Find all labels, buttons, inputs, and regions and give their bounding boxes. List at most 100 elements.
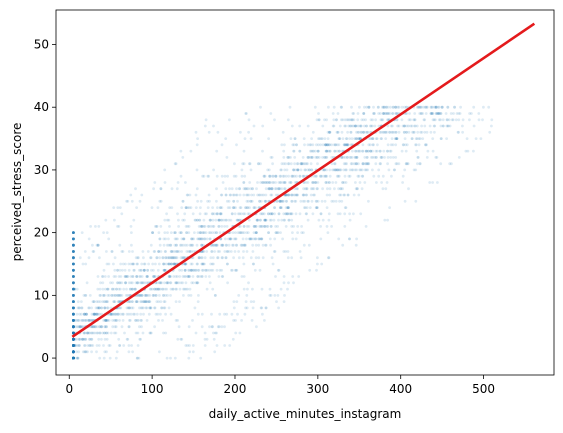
scatter-point (216, 212, 219, 216)
scatter-point (350, 162, 354, 166)
scatter-point (274, 187, 278, 191)
scatter-point (151, 294, 155, 297)
scatter-point (342, 193, 346, 197)
scatter-point (311, 149, 315, 153)
scatter-point (173, 262, 177, 266)
scatter-point (85, 312, 88, 316)
scatter-point (234, 331, 238, 335)
scatter-point (88, 331, 91, 335)
scatter-point (191, 243, 195, 247)
scatter-point (451, 118, 455, 122)
scatter-point (236, 312, 239, 316)
scatter-point (362, 130, 365, 134)
scatter-point (72, 350, 75, 354)
scatter-point (242, 149, 246, 153)
scatter-point (168, 281, 172, 285)
scatter-point (274, 225, 277, 228)
scatter-point (311, 181, 315, 184)
scatter-point (237, 256, 241, 260)
scatter-point (135, 275, 139, 278)
scatter-point (324, 174, 328, 178)
scatter-point (298, 250, 302, 253)
scatter-point (95, 312, 98, 316)
scatter-point (407, 130, 411, 134)
scatter-point (394, 105, 397, 109)
scatter-point (288, 105, 292, 109)
scatter-point (174, 162, 178, 166)
scatter-point (72, 356, 75, 360)
scatter-point (419, 105, 423, 109)
scatter-point (304, 206, 307, 210)
scatter-point (358, 137, 362, 141)
scatter-point (92, 325, 96, 329)
scatter-point (179, 243, 182, 247)
scatter-point (167, 262, 170, 266)
scatter-point (72, 237, 75, 241)
scatter-point (169, 294, 172, 297)
scatter-point (72, 294, 75, 297)
scatter-point (274, 174, 277, 178)
scatter-point (327, 105, 330, 109)
scatter-point (92, 325, 95, 329)
scatter-point (431, 118, 435, 122)
scatter-point (339, 187, 343, 191)
scatter-point (72, 281, 75, 285)
scatter-point (310, 168, 313, 172)
scatter-point (337, 187, 340, 191)
scatter-point (192, 268, 196, 272)
scatter-point (284, 212, 288, 216)
scatter-point (72, 237, 75, 241)
scatter-point (192, 237, 196, 241)
scatter-point (136, 281, 140, 285)
scatter-point (212, 262, 215, 266)
scatter-point (183, 262, 187, 266)
scatter-point (200, 275, 204, 278)
scatter-point (196, 312, 200, 316)
scatter-point (290, 193, 294, 197)
scatter-point (72, 306, 75, 310)
scatter-point (220, 268, 224, 272)
scatter-point (205, 287, 209, 291)
scatter-point (199, 199, 203, 203)
scatter-point (191, 350, 195, 354)
scatter-point (343, 193, 346, 197)
scatter-point (309, 149, 312, 153)
y-axis-label: perceived_stress_score (10, 123, 24, 262)
scatter-point (264, 243, 267, 247)
scatter-point (163, 250, 167, 253)
scatter-point (169, 243, 173, 247)
scatter-point (234, 174, 238, 178)
scatter-point (146, 281, 150, 285)
scatter-point (287, 193, 291, 197)
scatter-point (127, 319, 131, 322)
scatter-point (142, 300, 146, 303)
scatter-point (208, 237, 212, 241)
scatter-point (72, 337, 75, 341)
scatter-point (285, 168, 289, 172)
scatter-point (453, 105, 456, 109)
scatter-point (130, 344, 134, 347)
scatter-point (146, 268, 150, 272)
scatter-point (241, 256, 245, 260)
scatter-point (402, 130, 406, 134)
scatter-point (431, 105, 434, 109)
scatter-point (273, 206, 276, 210)
scatter-point (306, 156, 310, 159)
scatter-point (301, 162, 304, 166)
scatter-point (72, 350, 75, 354)
scatter-point (211, 243, 215, 247)
scatter-point (336, 168, 340, 172)
scatter-point (142, 268, 146, 272)
scatter-point (72, 331, 75, 335)
scatter-point (371, 137, 374, 141)
scatter-point (72, 337, 75, 341)
scatter-point (372, 105, 375, 109)
scatter-point (242, 162, 246, 166)
scatter-point (72, 331, 75, 335)
scatter-point (103, 331, 106, 335)
scatter-point (72, 344, 75, 347)
scatter-point (231, 212, 234, 216)
scatter-point (326, 130, 330, 134)
scatter-point (142, 300, 146, 303)
scatter-point (72, 300, 75, 303)
